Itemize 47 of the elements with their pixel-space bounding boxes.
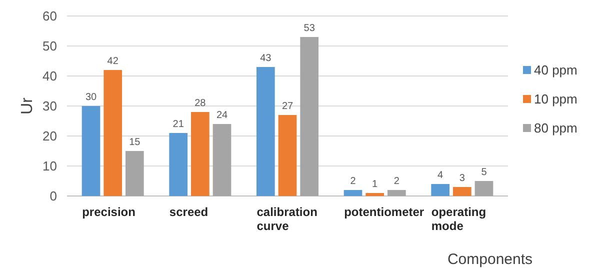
bar (104, 70, 122, 196)
x-tick-label: calibration curve (256, 205, 318, 233)
data-label: 53 (304, 23, 316, 34)
bar (344, 190, 362, 196)
bar (387, 190, 406, 196)
bar (452, 187, 472, 196)
bar (300, 37, 318, 196)
legend-label: 80 ppm (534, 120, 578, 136)
bar (278, 115, 297, 196)
y-tick-label: 20 (42, 128, 57, 144)
data-label: 30 (85, 92, 98, 103)
bar (474, 181, 494, 196)
y-tick-label: 40 (42, 68, 57, 84)
data-label: 2 (394, 176, 400, 187)
data-label: 27 (282, 101, 294, 112)
data-label: 28 (194, 98, 206, 109)
data-label: 2 (350, 176, 356, 187)
bar (82, 106, 100, 196)
bar (256, 67, 275, 196)
y-axis-title: Ur (19, 96, 36, 114)
bar (431, 184, 450, 196)
data-label: 21 (172, 119, 184, 130)
x-tick-label: screed (169, 205, 208, 219)
data-label: 43 (260, 53, 272, 64)
data-label: 24 (216, 110, 228, 121)
data-label: 4 (438, 170, 444, 181)
data-label: 3 (459, 173, 466, 184)
legend-label: 40 ppm (534, 62, 578, 78)
data-label: 42 (107, 56, 119, 67)
y-tick-label: 30 (42, 98, 57, 114)
y-tick-label: 0 (50, 188, 57, 204)
bar (126, 151, 144, 196)
bar (191, 112, 210, 196)
x-tick-label: potentiometer (344, 205, 424, 219)
bar (212, 124, 232, 196)
data-label: 15 (129, 137, 141, 148)
bar (366, 193, 384, 196)
y-tick-label: 10 (42, 158, 57, 174)
legend-label: 10 ppm (534, 92, 578, 107)
x-tick-label: operating mode (431, 205, 486, 233)
bar (169, 133, 188, 196)
y-tick-label: 50 (42, 38, 57, 54)
y-tick-label: 60 (42, 8, 57, 24)
x-axis-title: Components (447, 251, 533, 268)
data-label: 1 (372, 179, 378, 190)
x-tick-label: precision (82, 205, 136, 219)
data-label: 5 (481, 167, 488, 178)
